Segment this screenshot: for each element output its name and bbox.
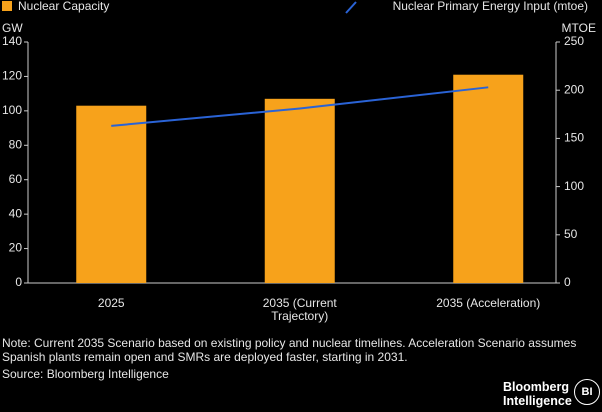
x-tick-label: 2025 bbox=[97, 297, 125, 310]
bar bbox=[76, 105, 147, 283]
y-tick-label: 120 bbox=[2, 69, 22, 83]
y-axis-label: GW bbox=[2, 21, 23, 35]
x-tick-label: 2035 (Current Trajectory) bbox=[262, 297, 337, 323]
y-tick-label: 0 bbox=[15, 275, 22, 289]
bar bbox=[264, 98, 335, 283]
legend-swatch bbox=[345, 1, 357, 14]
logo-text: Bloomberg bbox=[503, 380, 569, 394]
legend-swatch bbox=[2, 1, 12, 11]
bar bbox=[453, 74, 524, 283]
y-tick-label: 80 bbox=[9, 137, 23, 151]
line bbox=[111, 86, 489, 127]
y2-tick-label: 100 bbox=[564, 179, 584, 193]
y-tick-label: 20 bbox=[9, 241, 23, 255]
x-tick-label: 2035 (Acceleration) bbox=[436, 297, 541, 310]
y2-axis-label: MTOE bbox=[562, 21, 596, 35]
y2-tick-label: 250 bbox=[564, 34, 584, 48]
note: Note: Current 2035 Scenario based on exi… bbox=[2, 336, 577, 350]
y2-tick-label: 150 bbox=[564, 131, 584, 145]
logo-text: Intelligence bbox=[503, 394, 572, 408]
y-tick-label: 60 bbox=[9, 172, 23, 186]
y2-tick-label: 50 bbox=[564, 227, 578, 241]
legend-label: Nuclear Primary Energy Input (mtoe) bbox=[393, 0, 588, 13]
y2-tick-label: 0 bbox=[564, 275, 571, 289]
y-tick-label: 100 bbox=[2, 103, 22, 117]
source: Source: Bloomberg Intelligence bbox=[2, 367, 169, 381]
y-tick-label: 140 bbox=[2, 34, 22, 48]
logo-badge: BI bbox=[574, 379, 600, 405]
y2-tick-label: 200 bbox=[564, 82, 584, 96]
legend-label: Nuclear Capacity bbox=[18, 0, 109, 13]
note: Spanish plants remain open and SMRs are … bbox=[2, 350, 408, 364]
y-tick-label: 40 bbox=[9, 206, 23, 220]
